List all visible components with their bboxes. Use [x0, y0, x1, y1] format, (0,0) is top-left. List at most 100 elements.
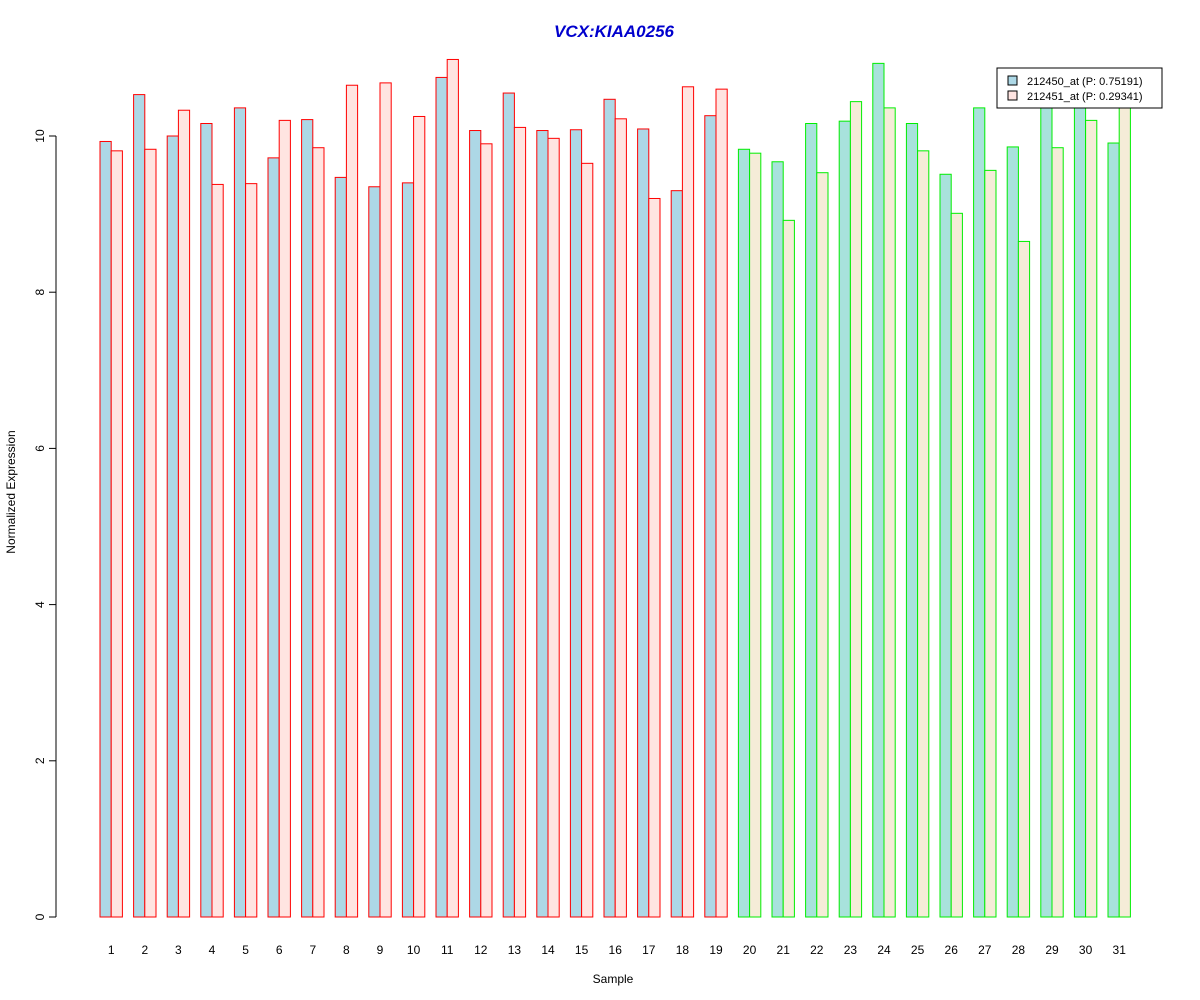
x-tick-label: 18: [676, 943, 690, 957]
bar-series-2: [782, 219, 795, 918]
x-tick-label: 31: [1113, 943, 1127, 957]
bar-series-1: [368, 186, 381, 918]
bar-series-1: [939, 173, 952, 918]
x-tick-label: 26: [945, 943, 959, 957]
bar-series-2: [1085, 119, 1098, 918]
x-tick-label: 16: [609, 943, 623, 957]
bar-series-2: [547, 137, 560, 918]
bar-series-1: [637, 128, 650, 918]
bar-series-2: [950, 212, 963, 918]
bar-series-2: [245, 183, 258, 918]
bar-series-1: [469, 130, 482, 918]
bar-series-1: [133, 94, 146, 918]
x-tick-label: 27: [978, 943, 992, 957]
bar-series-2: [446, 58, 459, 918]
bar-series-1: [334, 176, 347, 918]
bar-series-2: [581, 162, 594, 918]
bar-series-2: [681, 86, 695, 918]
y-tick-label: 10: [33, 129, 47, 143]
x-tick-label: 11: [441, 943, 454, 957]
bar-series-1: [536, 130, 549, 918]
chart-title: VCX:KIAA0256: [554, 22, 675, 41]
x-tick-label: 9: [377, 943, 384, 957]
x-tick-label: 4: [209, 943, 216, 957]
bar-series-2: [917, 150, 930, 918]
x-tick-label: 29: [1045, 943, 1059, 957]
bar-series-1: [905, 123, 919, 918]
bar-series-1: [737, 148, 751, 918]
x-tick-label: 8: [343, 943, 350, 957]
y-tick-label: 4: [33, 601, 47, 608]
bar-series-2: [749, 152, 762, 918]
bar-series-2: [816, 172, 829, 918]
bar-series-1: [502, 92, 515, 918]
x-tick-label: 5: [242, 943, 249, 957]
bar-series-1: [1107, 142, 1120, 918]
x-tick-label: 14: [541, 943, 555, 957]
legend-box: [996, 67, 1163, 109]
bar-series-1: [166, 135, 179, 918]
y-axis: 0 2 4 6 8 10: [33, 129, 57, 920]
bar-series-2: [278, 119, 291, 918]
bar-series-1: [1073, 96, 1087, 918]
bar-series-1: [973, 107, 986, 918]
bar-series-2: [715, 88, 728, 918]
bar-series-2: [211, 183, 224, 918]
bar-series-2: [1118, 100, 1131, 918]
x-tick-label: 19: [709, 943, 723, 957]
y-tick-label: 6: [33, 445, 47, 452]
bar-series-1: [838, 120, 851, 918]
x-tick-label: 22: [810, 943, 824, 957]
bar-series-1: [99, 140, 112, 918]
legend-label: 212451_at (P: 0.29341): [1027, 91, 1143, 103]
x-tick-label: 12: [474, 943, 488, 957]
x-tick-label: 20: [743, 943, 757, 957]
x-tick-label: 28: [1012, 943, 1026, 957]
x-tick-label: 13: [508, 943, 522, 957]
x-tick-label: 17: [642, 943, 656, 957]
x-tick-label: 24: [877, 943, 891, 957]
legend-swatch: [1007, 75, 1018, 86]
bar-series-1: [200, 123, 213, 918]
bar-series-2: [648, 197, 661, 918]
y-tick-label: 2: [33, 757, 47, 764]
bar-series-1: [704, 115, 717, 918]
bar-series-1: [771, 161, 784, 918]
bar-series-1: [1040, 104, 1053, 918]
bar-series-2: [110, 150, 123, 918]
x-axis-label: Sample: [593, 972, 634, 986]
x-tick-labels: 1 2 3 4 5 6 7 8 9 10 11 12 13 14 15 16 17 18 19 20 21 22 23 24 2…: [108, 943, 1126, 957]
bar-series-2: [345, 84, 359, 918]
x-tick-label: 23: [844, 943, 858, 957]
legend-label: 212450_at (P: 0.75191): [1027, 76, 1143, 88]
x-tick-label: 1: [108, 943, 115, 957]
y-axis-label: Normalized Expression: [4, 430, 18, 553]
y-tick-label: 8: [33, 289, 47, 296]
legend: 212450_at (P: 0.75191) 212451_at (P: 0.29…: [996, 67, 1163, 109]
bar-series-2: [177, 109, 191, 918]
x-tick-label: 10: [407, 943, 421, 957]
bar-series-1: [301, 119, 314, 918]
bar-series-2: [513, 126, 527, 918]
bar-series-2: [379, 82, 392, 918]
x-tick-label: 21: [777, 943, 791, 957]
bar-series-1: [267, 157, 280, 918]
bar-series-2: [1017, 240, 1031, 918]
bar-series-1: [569, 129, 583, 918]
bar-series-1: [872, 62, 885, 918]
x-tick-label: 7: [309, 943, 316, 957]
legend-swatch: [1007, 90, 1018, 101]
x-tick-label: 25: [911, 943, 925, 957]
bar-series-2: [312, 147, 325, 918]
bar-series-2: [849, 101, 863, 918]
bar-series-1: [1006, 146, 1019, 918]
y-tick-label: 0: [33, 913, 47, 920]
bar-series-1: [435, 76, 448, 918]
bar-series-2: [984, 169, 997, 918]
bar-series-2: [614, 118, 627, 918]
x-tick-label: 6: [276, 943, 283, 957]
bar-series-1: [805, 123, 818, 918]
x-tick-label: 15: [575, 943, 589, 957]
bar-series-1: [670, 190, 683, 918]
bar-series-2: [480, 143, 493, 918]
